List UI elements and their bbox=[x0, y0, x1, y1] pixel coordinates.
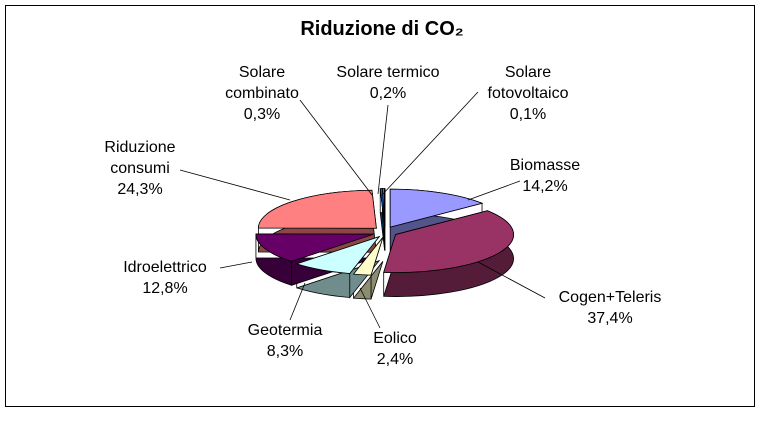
value-label: 37,4% bbox=[587, 310, 633, 327]
slice bbox=[383, 188, 386, 227]
value-label: 24,3% bbox=[117, 181, 163, 198]
category-name: Riduzione consumi bbox=[104, 139, 176, 177]
value-label: 0,2% bbox=[369, 85, 407, 102]
category-name: Geotermia bbox=[247, 322, 323, 339]
slice bbox=[389, 188, 484, 228]
leader-line bbox=[289, 282, 306, 321]
leader-line bbox=[299, 99, 373, 196]
value-label: 2,4% bbox=[376, 351, 414, 368]
category-name: Solare combinato bbox=[225, 64, 299, 102]
category-name: Eolico bbox=[373, 330, 417, 347]
data-label: Cogen+Teleris 37,4% bbox=[550, 287, 670, 329]
value-label: 8,3% bbox=[266, 343, 304, 360]
data-label: Idroelettrico 12,8% bbox=[105, 257, 225, 299]
slice-tops bbox=[255, 188, 514, 276]
category-name: Cogen+Teleris bbox=[558, 289, 662, 306]
category-name: Idroelettrico bbox=[123, 259, 207, 276]
data-label: Solare combinato 0,3% bbox=[217, 62, 307, 125]
data-label: Eolico 2,4% bbox=[355, 328, 435, 370]
slice bbox=[383, 210, 514, 273]
chart-frame bbox=[5, 5, 755, 407]
leader-line bbox=[381, 91, 479, 196]
slice bbox=[257, 189, 377, 229]
data-label: Solare termico 0,2% bbox=[308, 62, 468, 104]
leader-line bbox=[219, 261, 253, 269]
leader-line bbox=[359, 287, 381, 329]
value-label: 0,1% bbox=[509, 106, 547, 123]
category-name: Solare termico bbox=[336, 64, 440, 81]
chart-title: Riduzione di CO₂ bbox=[300, 18, 464, 40]
data-label: Geotermia 8,3% bbox=[240, 320, 330, 362]
slice bbox=[295, 235, 381, 274]
slice bbox=[352, 237, 384, 276]
leader-line bbox=[179, 169, 291, 201]
value-label: 14,2% bbox=[522, 178, 568, 195]
slice bbox=[255, 233, 375, 262]
data-label: Riduzione consumi 24,3% bbox=[90, 137, 190, 200]
value-label: 0,3% bbox=[243, 106, 281, 123]
leader-line bbox=[377, 104, 389, 195]
data-label: Solare fotovoltaico 0,1% bbox=[478, 62, 578, 125]
category-name: Solare fotovoltaico bbox=[487, 64, 569, 102]
leader-line bbox=[477, 261, 546, 299]
data-label: Biomasse 14,2% bbox=[490, 155, 600, 197]
leader-line bbox=[467, 180, 521, 201]
category-name: Biomasse bbox=[509, 157, 581, 174]
value-label: 12,8% bbox=[142, 280, 188, 297]
